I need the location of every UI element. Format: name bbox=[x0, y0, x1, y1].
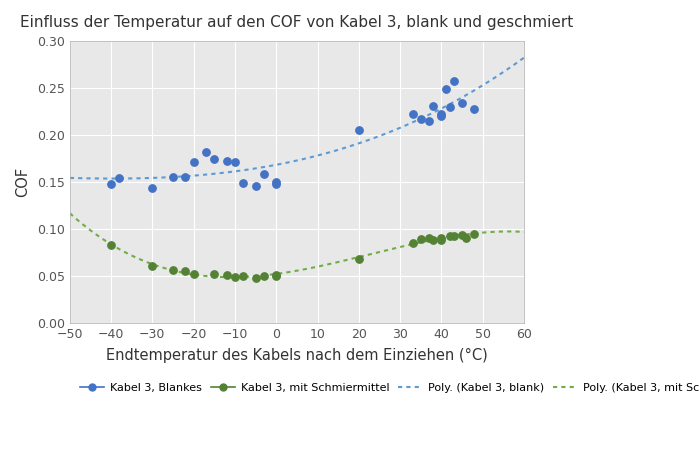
Point bbox=[230, 274, 241, 281]
Point bbox=[444, 232, 455, 240]
Point bbox=[428, 236, 439, 243]
Point bbox=[428, 102, 439, 110]
Point bbox=[448, 78, 459, 85]
Legend: Kabel 3, Blankes, Kabel 3, mit Schmiermittel, Poly. (Kabel 3, blank), Poly. (Kab: Kabel 3, Blankes, Kabel 3, mit Schmiermi… bbox=[76, 378, 700, 397]
Point bbox=[271, 180, 282, 188]
Point bbox=[469, 230, 480, 238]
Point bbox=[271, 178, 282, 186]
Point bbox=[444, 103, 455, 110]
Point bbox=[200, 148, 211, 156]
Point bbox=[167, 266, 178, 274]
Point bbox=[209, 155, 220, 162]
Y-axis label: COF: COF bbox=[15, 167, 30, 197]
Point bbox=[258, 273, 270, 280]
Point bbox=[469, 105, 480, 112]
Point bbox=[258, 170, 270, 178]
Point bbox=[180, 174, 191, 181]
Point bbox=[250, 274, 261, 282]
Point bbox=[448, 232, 459, 240]
Point bbox=[271, 272, 282, 279]
Point bbox=[415, 235, 426, 242]
Point bbox=[436, 112, 447, 120]
Point bbox=[354, 127, 365, 134]
Point bbox=[106, 180, 117, 188]
X-axis label: Endtemperatur des Kabels nach dem Einziehen (°C): Endtemperatur des Kabels nach dem Einzie… bbox=[106, 348, 488, 363]
Point bbox=[436, 236, 447, 243]
Title: Einfluss der Temperatur auf den COF von Kabel 3, blank und geschmiert: Einfluss der Temperatur auf den COF von … bbox=[20, 15, 573, 30]
Point bbox=[237, 179, 248, 187]
Point bbox=[440, 85, 452, 93]
Point bbox=[180, 267, 191, 274]
Point bbox=[407, 240, 418, 247]
Point bbox=[147, 262, 158, 270]
Point bbox=[147, 184, 158, 192]
Point bbox=[424, 234, 435, 241]
Point bbox=[167, 174, 178, 181]
Point bbox=[436, 110, 447, 118]
Point bbox=[456, 99, 468, 107]
Point bbox=[424, 117, 435, 125]
Point bbox=[188, 270, 199, 277]
Point bbox=[407, 110, 418, 118]
Point bbox=[415, 116, 426, 123]
Point bbox=[354, 256, 365, 263]
Point bbox=[436, 234, 447, 241]
Point bbox=[456, 231, 468, 239]
Point bbox=[250, 182, 261, 190]
Point bbox=[209, 271, 220, 278]
Point bbox=[237, 273, 248, 280]
Point bbox=[221, 272, 232, 279]
Point bbox=[230, 158, 241, 166]
Point bbox=[221, 157, 232, 164]
Point bbox=[106, 241, 117, 249]
Point bbox=[114, 175, 125, 182]
Point bbox=[188, 158, 199, 166]
Point bbox=[461, 234, 472, 241]
Point bbox=[271, 273, 282, 280]
